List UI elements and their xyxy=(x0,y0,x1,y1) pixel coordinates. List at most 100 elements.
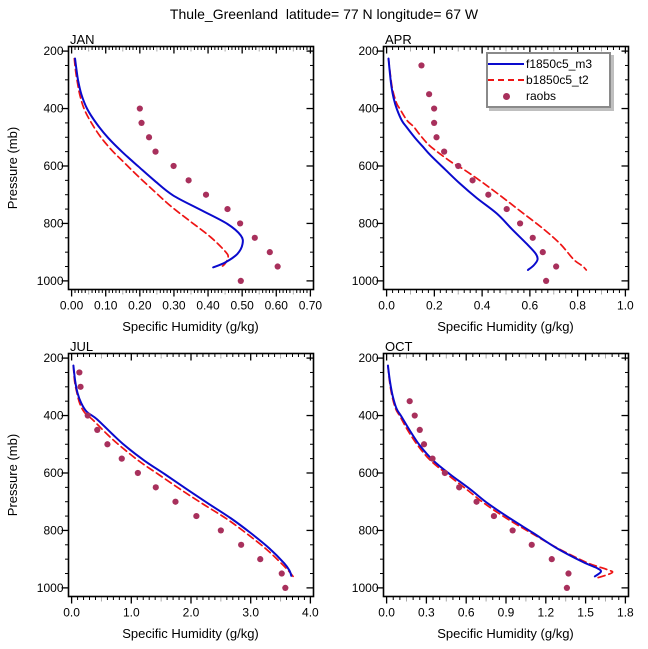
series-b1850c5_t2 xyxy=(387,364,614,579)
svg-text:0.6: 0.6 xyxy=(458,606,475,620)
svg-text:0.2: 0.2 xyxy=(426,299,443,313)
panel-oct: 0.0 0.3 0.6 0.9 1.2 1.5 1.8 200 400 600 800 1000 xyxy=(352,351,634,619)
svg-text:400: 400 xyxy=(43,102,63,116)
raobs-point xyxy=(441,469,448,477)
raobs-point xyxy=(217,527,224,534)
raobs-point xyxy=(429,455,436,462)
raobs-point xyxy=(202,191,210,198)
raobs-point xyxy=(77,383,84,390)
svg-text:1.8: 1.8 xyxy=(617,606,634,620)
raobs-point xyxy=(134,469,141,477)
svg-text:1000: 1000 xyxy=(352,581,379,595)
y-axis-label-bottom-row: Pressure (mb) xyxy=(5,433,20,517)
svg-text:0.20: 0.20 xyxy=(128,299,152,313)
svg-text:400: 400 xyxy=(358,102,378,116)
y-axis-label-top-row: Pressure (mb) xyxy=(5,126,20,210)
series-f1850c5_m3 xyxy=(386,364,602,578)
svg-text:400: 400 xyxy=(358,409,378,423)
raobs-point xyxy=(76,369,83,376)
svg-text:0.0: 0.0 xyxy=(378,299,395,313)
raobs-point xyxy=(282,584,289,591)
raobs-point xyxy=(138,119,145,127)
raobs-point xyxy=(224,205,231,213)
panel-title-jul: JUL xyxy=(70,339,94,354)
svg-text:1000: 1000 xyxy=(352,274,379,288)
raobs-point xyxy=(274,263,281,270)
panel-title-oct: OCT xyxy=(385,339,413,354)
series-f1850c5_m3 xyxy=(72,364,293,577)
legend-label: f1850c5_m3 xyxy=(526,57,593,71)
raobs-point xyxy=(431,105,438,112)
svg-text:0.6: 0.6 xyxy=(522,299,539,313)
raobs-point xyxy=(455,162,462,170)
raobs-point xyxy=(490,512,498,520)
svg-text:200: 200 xyxy=(43,351,63,365)
svg-text:4.0: 4.0 xyxy=(302,606,319,620)
svg-text:1000: 1000 xyxy=(37,274,64,288)
svg-text:0.10: 0.10 xyxy=(94,299,118,313)
svg-text:0.60: 0.60 xyxy=(265,299,289,313)
svg-text:800: 800 xyxy=(358,523,378,537)
raobs-point xyxy=(548,556,555,563)
raobs-point xyxy=(266,249,273,256)
svg-text:0.30: 0.30 xyxy=(162,299,186,313)
svg-text:1.5: 1.5 xyxy=(577,606,594,620)
svg-text:0.4: 0.4 xyxy=(474,299,491,313)
svg-text:0.0: 0.0 xyxy=(63,606,80,620)
raobs-point xyxy=(563,584,570,591)
series-f1850c5_m3 xyxy=(387,57,539,271)
raobs-point xyxy=(469,177,476,184)
svg-text:600: 600 xyxy=(358,466,378,480)
raobs-point xyxy=(104,441,111,448)
raobs-point xyxy=(237,220,244,227)
raobs-point xyxy=(418,62,425,69)
series-f1850c5_m3 xyxy=(74,57,244,269)
svg-text:1000: 1000 xyxy=(37,581,64,595)
raobs-point xyxy=(456,484,463,491)
legend-item-raobs: raobs xyxy=(488,88,609,104)
panel-title-jan: JAN xyxy=(70,32,95,47)
legend: f1850c5_m3 b1850c5_t2 raobs xyxy=(486,52,611,108)
panel-jul: 0.0 1.0 2.0 3.0 4.0 200 400 600 800 1000 xyxy=(37,351,319,619)
raobs-point xyxy=(426,91,433,98)
svg-text:600: 600 xyxy=(43,466,63,480)
svg-text:0.0: 0.0 xyxy=(378,606,395,620)
legend-label: b1850c5_t2 xyxy=(526,73,589,87)
svg-text:1.0: 1.0 xyxy=(617,299,634,313)
raobs-point xyxy=(553,263,560,270)
raobs-point xyxy=(237,277,244,284)
svg-text:800: 800 xyxy=(43,523,63,537)
svg-text:0.70: 0.70 xyxy=(299,299,323,313)
raobs-point xyxy=(431,119,438,127)
svg-text:0.8: 0.8 xyxy=(569,299,586,313)
raobs-point xyxy=(170,162,177,170)
raobs-point xyxy=(503,205,510,213)
raobs-point xyxy=(565,570,572,577)
raobs-point xyxy=(528,541,535,548)
legend-dot-swatch xyxy=(503,92,510,100)
raobs-point xyxy=(473,498,480,505)
raobs-point xyxy=(433,134,440,141)
x-axis-label-oct: Specific Humidity (g/kg) xyxy=(437,626,574,641)
raobs-point xyxy=(411,412,418,419)
panel-jan: 0.00 0.10 0.20 0.30 0.40 0.50 0.60 0.70 200 400 60… xyxy=(37,44,323,312)
legend-item-f1850c5_m3: f1850c5_m3 xyxy=(488,56,609,72)
svg-text:600: 600 xyxy=(358,159,378,173)
raobs-point xyxy=(145,134,153,141)
svg-text:2.0: 2.0 xyxy=(183,606,200,620)
svg-text:800: 800 xyxy=(358,216,378,230)
svg-text:200: 200 xyxy=(43,44,63,58)
svg-text:0.3: 0.3 xyxy=(418,606,435,620)
x-axis-label-apr: Specific Humidity (g/kg) xyxy=(437,319,574,334)
raobs-point xyxy=(172,498,179,505)
svg-text:0.9: 0.9 xyxy=(498,606,515,620)
raobs-point xyxy=(136,105,143,112)
legend-dashed-line-swatch xyxy=(488,79,524,81)
x-axis-label-jan: Specific Humidity (g/kg) xyxy=(122,319,259,334)
legend-solid-line-swatch xyxy=(488,63,524,65)
svg-text:800: 800 xyxy=(43,216,63,230)
svg-text:0.50: 0.50 xyxy=(230,299,254,313)
raobs-point xyxy=(84,412,91,419)
